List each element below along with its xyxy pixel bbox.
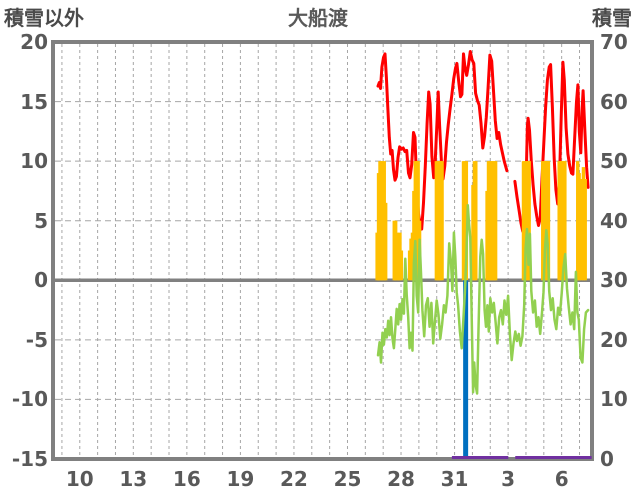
- left-axis-tick: -10: [11, 387, 48, 412]
- left-axis-tick: 20: [20, 30, 48, 54]
- orange-bars: [474, 161, 478, 281]
- right-axis-tick: 70: [600, 30, 628, 54]
- x-axis-tick: 22: [280, 467, 308, 491]
- left-axis-tick: -15: [11, 447, 48, 471]
- green-line: [376, 203, 590, 395]
- right-axis-tick: 0: [600, 447, 614, 471]
- x-axis-tick: 10: [65, 467, 94, 491]
- red-line: [376, 50, 509, 231]
- left-axis-tick: 15: [20, 89, 48, 114]
- plot-frame: [51, 40, 594, 461]
- orange-bars: [581, 167, 586, 281]
- right-axis-title: 積雪: [592, 6, 632, 30]
- left-axis-tick: 10: [20, 149, 48, 174]
- left-axis-tick: 0: [34, 268, 48, 293]
- orange-bars: [527, 161, 531, 281]
- orange-bars: [440, 161, 444, 281]
- x-axis-tick: 3: [501, 467, 516, 491]
- left-axis-title: 積雪以外: [4, 6, 84, 30]
- x-axis-tick: 25: [333, 467, 362, 491]
- right-axis-tick: 20: [600, 327, 628, 352]
- x-axis-tick: 31: [440, 467, 469, 491]
- chart-title: 大船渡: [288, 6, 348, 30]
- orange-bars: [563, 161, 567, 281]
- x-axis-tick: 19: [226, 467, 255, 491]
- red-line: [513, 60, 590, 233]
- x-axis-tick: 6: [554, 467, 569, 491]
- right-axis-tick: 40: [600, 208, 628, 233]
- orange-bars: [383, 202, 388, 281]
- right-axis-tick: 60: [600, 89, 628, 114]
- orange-bars: [546, 161, 551, 281]
- right-axis-tick: 30: [600, 268, 628, 293]
- left-axis-tick: -5: [25, 327, 48, 352]
- orange-bars: [493, 161, 498, 281]
- orange-bars: [583, 179, 587, 281]
- x-axis-tick: 28: [387, 467, 415, 491]
- orange-bars: [579, 179, 583, 281]
- x-axis-tick: 16: [172, 467, 201, 491]
- orange-bars: [399, 250, 404, 281]
- blue-bar: [463, 280, 469, 459]
- right-axis-tick: 10: [600, 387, 628, 412]
- orange-bars: [577, 173, 581, 281]
- left-axis-tick: 5: [34, 208, 48, 233]
- right-axis-tick: 50: [600, 149, 628, 174]
- x-axis-tick: 13: [119, 467, 148, 491]
